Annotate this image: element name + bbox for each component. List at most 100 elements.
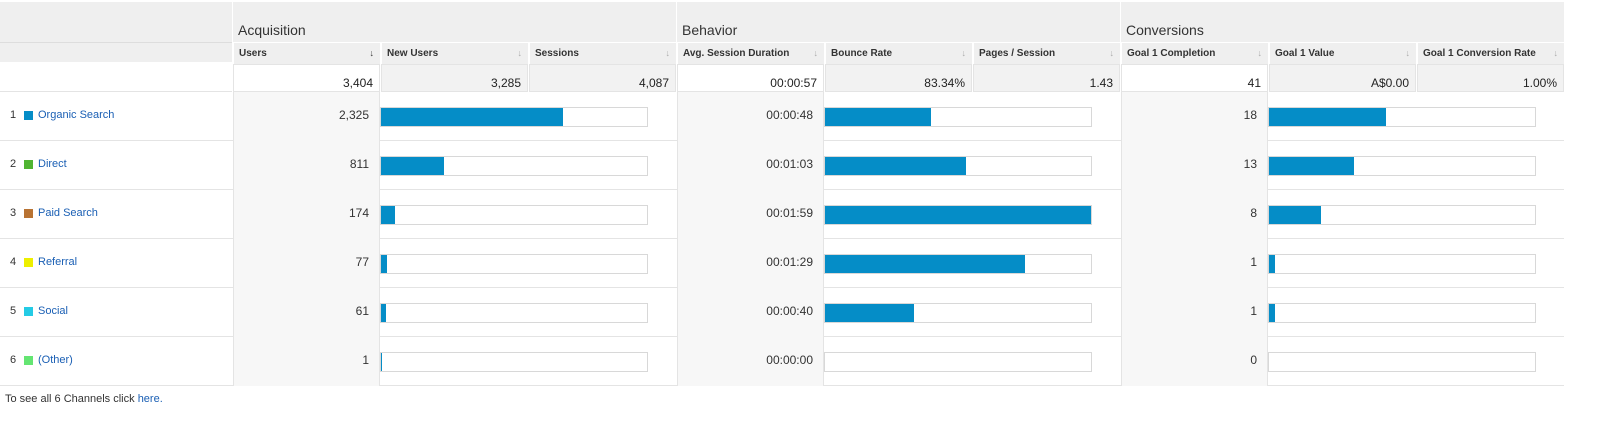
metric-bar-track — [1268, 254, 1536, 274]
metric-bar-cell — [824, 288, 1120, 337]
metric-bar-track — [1268, 352, 1536, 372]
metric-bar-cell — [380, 288, 676, 337]
metric-value-cell: 00:01:59 — [677, 190, 824, 239]
metric-bar-track — [824, 205, 1092, 225]
column-header-label: Goal 1 Completion — [1127, 48, 1216, 59]
metric-bar-fill — [1269, 304, 1276, 322]
column-header-goal-1-value[interactable]: Goal 1 Value ↓ — [1269, 43, 1416, 64]
column-header-goal-1-conversion-rate[interactable]: Goal 1 Conversion Rate ↓ — [1417, 43, 1564, 64]
metric-value-cell: 00:00:48 — [677, 92, 824, 141]
metric-value-cell: 1 — [233, 337, 380, 386]
sort-arrow-icon[interactable]: ↓ — [517, 48, 523, 58]
column-header-label: Users — [239, 48, 267, 59]
sort-arrow-icon[interactable]: ↓ — [665, 48, 671, 58]
channel-link-social[interactable]: Social — [38, 305, 68, 317]
sort-arrow-icon[interactable]: ↓ — [1405, 48, 1411, 58]
column-header-new-users[interactable]: New Users ↓ — [381, 43, 528, 64]
total-cell: 3,285 — [381, 64, 528, 92]
conversions-section-band — [1121, 2, 1564, 42]
metric-value: 00:01:29 — [766, 255, 813, 269]
column-header-users[interactable]: Users ↓ — [233, 43, 380, 64]
metric-bar-track — [380, 303, 648, 323]
total-cell: 4,087 — [529, 64, 676, 92]
column-header-bounce-rate[interactable]: Bounce Rate ↓ — [825, 43, 972, 64]
column-header-label: Goal 1 Conversion Rate — [1423, 48, 1536, 59]
metric-bar-fill — [1269, 157, 1355, 175]
column-header-label: Avg. Session Duration — [683, 48, 790, 59]
metric-value-cell: 00:00:40 — [677, 288, 824, 337]
channel-color-swatch-icon — [24, 258, 33, 267]
column-header-label: Bounce Rate — [831, 48, 893, 59]
metric-value: 2,325 — [338, 108, 369, 122]
see-all-channels-link[interactable]: here. — [137, 393, 163, 405]
total-value: 1.43 — [1089, 76, 1113, 90]
metric-value: 00:00:40 — [766, 304, 813, 318]
metric-bar-cell — [1268, 92, 1564, 141]
channel-link-referral[interactable]: Referral — [38, 256, 78, 268]
footer-text: To see all 6 Channels click — [5, 393, 138, 405]
sort-arrow-icon[interactable]: ↓ — [369, 48, 375, 58]
column-header-avg-session-duration[interactable]: Avg. Session Duration ↓ — [677, 43, 824, 64]
channel-link-paid-search[interactable]: Paid Search — [38, 207, 98, 219]
metric-value-cell: 174 — [233, 190, 380, 239]
total-value: 41 — [1247, 76, 1261, 90]
channel-color-swatch-icon — [24, 111, 33, 120]
metric-bar-fill — [381, 353, 383, 371]
metric-value-cell: 00:01:29 — [677, 239, 824, 288]
metric-value-cell: 61 — [233, 288, 380, 337]
metric-bar-fill — [1269, 255, 1276, 273]
sort-arrow-icon[interactable]: ↓ — [1109, 48, 1115, 58]
sort-arrow-icon[interactable]: ↓ — [1257, 48, 1263, 58]
metric-bar-track — [1268, 107, 1536, 127]
table-row: 1 Organic Search 2,325 00:00:48 18 — [0, 92, 1564, 141]
metric-value: 77 — [355, 255, 369, 269]
metric-bar-track — [1268, 205, 1536, 225]
sort-arrow-icon[interactable]: ↓ — [813, 48, 819, 58]
total-value: 00:00:57 — [770, 76, 817, 90]
metric-bar-fill — [825, 255, 1025, 273]
metric-bar-track — [1268, 156, 1536, 176]
row-number: 2 — [10, 158, 17, 170]
column-header-label: Goal 1 Value — [1275, 48, 1335, 59]
total-value: 1.00% — [1522, 76, 1557, 90]
column-header-label: Pages / Session — [979, 48, 1056, 59]
metric-value: 174 — [348, 206, 369, 220]
metric-bar-track — [380, 156, 648, 176]
channel-link--other-[interactable]: (Other) — [38, 354, 73, 366]
channel-color-swatch-icon — [24, 356, 33, 365]
metric-value-cell: 1 — [1121, 239, 1268, 288]
metric-bar-cell — [1268, 190, 1564, 239]
sort-arrow-icon[interactable]: ↓ — [961, 48, 967, 58]
metric-bar-fill — [825, 157, 966, 175]
metric-value-cell: 13 — [1121, 141, 1268, 190]
metric-bar-track — [380, 352, 648, 372]
total-cell: 00:00:57 — [677, 64, 824, 92]
metric-bar-fill — [825, 206, 1091, 224]
row-number: 3 — [10, 207, 17, 219]
total-cell: 3,404 — [233, 64, 380, 92]
metric-bar-cell — [1268, 337, 1564, 386]
channel-link-direct[interactable]: Direct — [38, 158, 67, 170]
channel-link-organic-search[interactable]: Organic Search — [38, 109, 115, 121]
row-number: 4 — [10, 256, 17, 268]
total-cell: 83.34% — [825, 64, 972, 92]
metric-bar-fill — [381, 206, 395, 224]
table-row: 3 Paid Search 174 00:01:59 8 — [0, 190, 1564, 239]
row-number: 6 — [10, 354, 17, 366]
column-header-label: Sessions — [535, 48, 579, 59]
total-value: 83.34% — [924, 76, 965, 90]
column-header-goal-1-completion[interactable]: Goal 1 Completion ↓ — [1121, 43, 1268, 64]
row-number: 1 — [10, 109, 17, 121]
metric-bar-fill — [825, 108, 932, 126]
metric-bar-fill — [1269, 108, 1387, 126]
sort-arrow-icon[interactable]: ↓ — [1553, 48, 1559, 58]
total-cell: A$0.00 — [1269, 64, 1416, 92]
metric-bar-cell — [824, 141, 1120, 190]
metric-bar-fill — [1269, 206, 1321, 224]
column-header-pages-session[interactable]: Pages / Session ↓ — [973, 43, 1120, 64]
column-header-sessions[interactable]: Sessions ↓ — [529, 43, 676, 64]
metric-value: 0 — [1250, 353, 1257, 367]
metric-value-cell: 18 — [1121, 92, 1268, 141]
total-cell: 1.43 — [973, 64, 1120, 92]
channel-color-swatch-icon — [24, 307, 33, 316]
